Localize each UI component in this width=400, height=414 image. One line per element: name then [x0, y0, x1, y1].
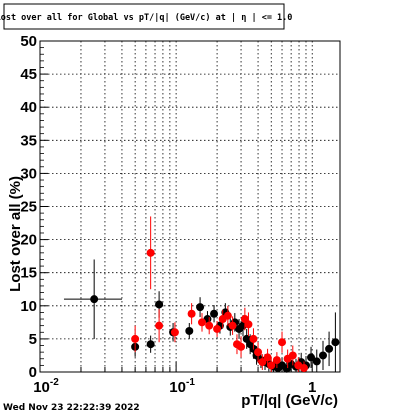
grid-lines [40, 41, 340, 372]
data-point [155, 309, 164, 343]
y-tick-label: 35 [20, 132, 37, 149]
data-point [223, 305, 232, 326]
data-point [146, 335, 155, 353]
data-point [196, 297, 205, 318]
data-point [146, 216, 155, 290]
data-marker [254, 348, 263, 357]
x-tick-base: 10 [33, 379, 50, 396]
data-point [63, 259, 122, 339]
data-point [288, 345, 297, 366]
y-tick-label: 5 [29, 331, 37, 348]
data-point [213, 321, 222, 337]
data-point [187, 303, 196, 325]
data-marker [146, 340, 155, 349]
series-1 [131, 216, 308, 373]
data-marker [263, 353, 272, 362]
data-point [170, 322, 179, 343]
data-point [267, 357, 276, 372]
data-marker [198, 318, 207, 327]
data-point [237, 336, 246, 358]
x-tick-label: 10-2 [33, 377, 59, 396]
y-tick-label: 30 [20, 165, 37, 182]
data-marker [278, 338, 287, 347]
timestamp: Wed Nov 23 22:22:39 2022 [3, 403, 140, 413]
data-point [205, 317, 214, 335]
x-tick-label: 10-1 [169, 377, 195, 396]
data-point [325, 331, 334, 367]
data-points [63, 216, 340, 373]
title-box [3, 3, 285, 30]
x-tick-exponent: -1 [186, 377, 195, 388]
data-point [307, 346, 316, 369]
data-marker [185, 326, 194, 335]
y-tick-label: 20 [20, 232, 37, 249]
data-marker [187, 309, 196, 318]
y-tick-label: 40 [20, 99, 37, 116]
data-marker [272, 356, 281, 365]
data-marker [146, 248, 155, 257]
chart-title: Lost over all for Global vs pT/|q| (GeV/… [0, 13, 292, 23]
data-marker [196, 303, 205, 312]
data-marker [90, 295, 99, 304]
data-point [272, 352, 281, 369]
data-marker [155, 300, 164, 309]
data-marker [131, 334, 140, 343]
data-marker [228, 321, 237, 330]
data-marker [210, 309, 219, 318]
data-point [318, 340, 327, 371]
x-tick-label: 1 [308, 379, 316, 396]
data-marker [258, 358, 267, 367]
x-tick-base: 10 [169, 379, 186, 396]
data-point [331, 312, 340, 372]
data-marker [223, 311, 232, 320]
data-point [210, 305, 219, 323]
data-point [249, 328, 258, 350]
data-point [228, 316, 237, 335]
y-tick-labels: 0 5 10 15 20 25 30 35 40 45 50 [20, 33, 37, 381]
y-tick-label: 25 [20, 199, 37, 216]
data-point [131, 325, 140, 353]
data-marker [237, 342, 246, 351]
y-tick-label: 15 [20, 265, 37, 282]
y-tick-label: 50 [20, 33, 37, 50]
x-axis-title: pT/|q| (GeV/c) [241, 392, 338, 409]
y-tick-label: 10 [20, 298, 37, 315]
data-point [244, 312, 253, 337]
axis-ticks [39, 40, 313, 373]
y-tick-label: 0 [29, 364, 37, 381]
data-point [254, 342, 263, 363]
y-axis-title: Lost over all (%) [7, 176, 24, 292]
data-point [278, 331, 287, 353]
data-marker [249, 334, 258, 343]
x-tick-base: 1 [308, 379, 316, 396]
data-marker [170, 328, 179, 337]
data-point [312, 349, 321, 372]
data-marker [244, 320, 253, 329]
data-point [299, 361, 308, 373]
data-point [258, 354, 267, 371]
y-tick-label: 45 [20, 66, 37, 83]
x-tick-labels: 10-2 10-1 1 [33, 377, 316, 396]
data-marker [325, 344, 334, 353]
data-marker [307, 353, 316, 362]
data-point [185, 323, 194, 339]
data-marker [288, 351, 297, 360]
data-marker [155, 321, 164, 330]
data-marker [267, 361, 276, 370]
data-marker [331, 338, 340, 347]
data-marker [318, 351, 327, 360]
data-marker [205, 321, 214, 330]
data-point [263, 348, 272, 367]
data-marker [299, 364, 308, 373]
data-point [198, 313, 207, 332]
data-marker [312, 357, 321, 366]
data-marker [213, 324, 222, 333]
x-tick-exponent: -2 [50, 377, 59, 388]
